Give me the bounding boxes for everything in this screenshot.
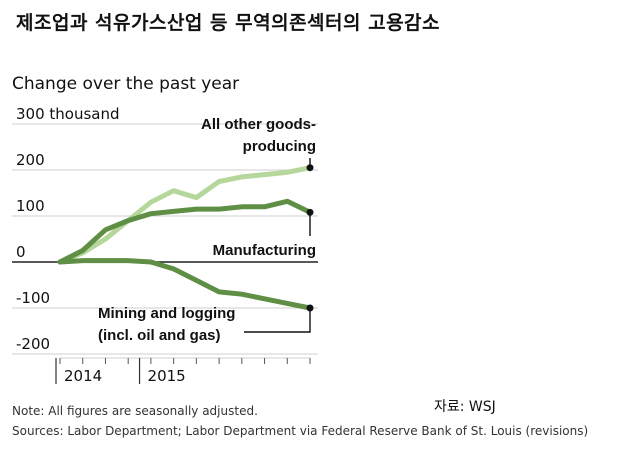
x-tick-label: 2015 [148,367,186,385]
y-tick-label: 200 [16,151,45,169]
series-label: Mining and logging [98,305,235,322]
x-axis: 2014 2015 [55,357,311,385]
y-tick-label: -100 [16,289,50,307]
y-tick-label: 300 thousand [16,105,120,123]
y-tick-label: -200 [16,335,50,353]
headline: 제조업과 석유가스산업 등 무역의존섹터의 고용감소 [16,12,441,34]
series-line [57,198,313,265]
chart: 300 thousand 200 100 0 -100 -200 2014 2015 All… [12,105,318,385]
series-labels: All other goods-producing Manufacturing Mi… [98,116,316,344]
y-tick-labels: 300 thousand 200 100 0 -100 -200 [16,105,120,353]
series-label: Manufacturing [213,242,316,259]
y-tick-label: 0 [16,243,26,261]
sources-line: Sources: Labor Department; Labor Departm… [12,424,589,438]
series-line [57,165,313,265]
series-label: All other goods- [201,116,316,133]
series-label: producing [243,138,316,155]
x-tick-label: 2014 [64,367,102,385]
chart-title: Change over the past year [12,74,240,94]
series-lines [57,164,314,312]
source-credit: 자료: WSJ [434,399,496,415]
leader-line [244,308,311,333]
y-tick-label: 100 [16,197,45,215]
series-line [57,258,313,311]
series-label: (incl. oil and gas) [98,327,221,344]
footnote: Note: All figures are seasonally adjuste… [12,404,258,418]
